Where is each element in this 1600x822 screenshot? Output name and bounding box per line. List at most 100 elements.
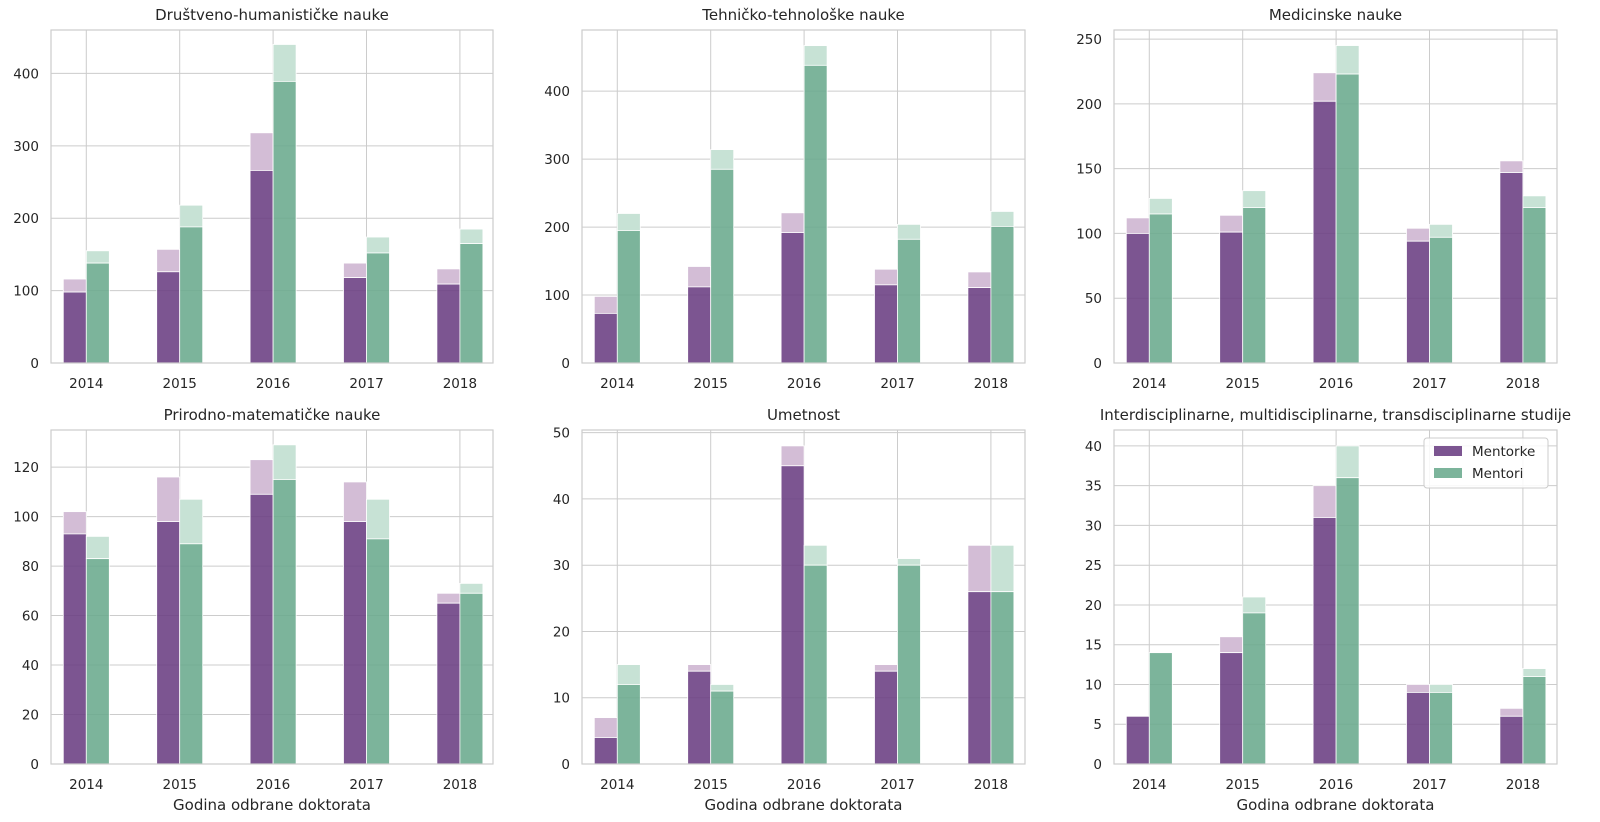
- x-tick-label: 2016: [1319, 777, 1353, 793]
- bar-mentori-upper: [616, 213, 641, 231]
- y-tick-label: 35: [1085, 479, 1102, 495]
- axes-frame: [581, 29, 1026, 364]
- bar-mentori: [1335, 73, 1360, 364]
- y-tick-label: 100: [13, 284, 39, 300]
- legend-swatch-mentorke: [1434, 446, 1462, 456]
- bar-mentori-upper: [1522, 195, 1547, 208]
- bar-mentori-upper: [710, 684, 735, 692]
- bar-mentori-upper: [272, 44, 297, 82]
- bar-mentori: [1429, 236, 1453, 364]
- bar-mentorke: [874, 670, 898, 765]
- bar-mentorke: [593, 312, 618, 364]
- x-tick-label: 2018: [974, 376, 1008, 392]
- x-tick-label: 2015: [1226, 777, 1260, 793]
- panel-3: 0 50 100 150 200 250 2014 2015 2016 2017 2018 Medic…: [1076, 6, 1558, 392]
- bar-mentori: [990, 591, 1015, 765]
- y-tick-label: 150: [1076, 162, 1102, 178]
- y-tick-label: 40: [553, 492, 570, 508]
- bar-mentorke: [967, 591, 992, 765]
- x-tick-label: 2018: [443, 777, 477, 793]
- bar-mentorke-upper: [874, 268, 898, 286]
- legend: Mentorke Mentori: [1423, 437, 1549, 489]
- panel-title: Umetnost: [767, 406, 840, 424]
- bar-mentorke: [780, 465, 805, 765]
- bar-mentori: [85, 558, 110, 765]
- bar-mentori: [85, 262, 110, 364]
- bar-mentori: [897, 238, 921, 364]
- bar-mentorke: [1499, 172, 1524, 364]
- legend-label: Mentori: [1472, 466, 1523, 482]
- x-tick-label: 2017: [1412, 376, 1446, 392]
- x-axis-label: Godina odbrane doktorata: [173, 796, 371, 814]
- y-tick-label: 15: [1085, 638, 1102, 654]
- panel-title: Društveno-humanističke nauke: [155, 6, 389, 24]
- bar-mentori-upper: [1522, 668, 1547, 677]
- y-tick-label: 300: [13, 139, 39, 155]
- x-tick-label: 2016: [256, 376, 290, 392]
- bar-mentori: [616, 684, 641, 765]
- bar-mentorke-upper: [593, 717, 618, 738]
- y-tick-label: 5: [1093, 717, 1102, 733]
- bar-mentorke: [62, 291, 87, 364]
- x-tick-label: 2015: [163, 777, 197, 793]
- bar-mentorke: [436, 283, 461, 364]
- bar-mentorke: [967, 287, 992, 364]
- y-tick-label: 40: [1085, 439, 1102, 455]
- x-axis-label: Godina odbrane doktorata: [705, 796, 903, 814]
- axes-frame: [50, 429, 494, 765]
- bar-mentorke: [687, 286, 712, 364]
- bar-mentori: [1335, 477, 1360, 765]
- y-tick-label: 0: [561, 356, 570, 372]
- bar-mentori-upper: [803, 544, 828, 566]
- y-tick-label: 20: [1085, 598, 1102, 614]
- bar-mentori-upper: [710, 149, 735, 170]
- bar-mentorke: [343, 277, 367, 364]
- bar-mentorke-upper: [1219, 636, 1244, 654]
- y-tick-label: 250: [1076, 32, 1102, 48]
- bar-mentori-upper: [366, 236, 390, 254]
- bar-mentori-upper: [366, 498, 390, 540]
- y-tick-label: 20: [553, 624, 570, 640]
- y-tick-label: 120: [13, 460, 39, 476]
- y-tick-label: 0: [1093, 356, 1102, 372]
- bar-mentori: [272, 80, 297, 364]
- bar-mentorke-upper: [967, 544, 992, 593]
- bar-mentorke-upper: [1406, 227, 1430, 242]
- y-tick-label: 10: [1085, 677, 1102, 693]
- bar-mentorke-upper: [1499, 160, 1524, 173]
- legend-label: Mentorke: [1472, 444, 1535, 460]
- bar-mentorke-upper: [1312, 485, 1337, 518]
- bar-mentorke: [593, 737, 618, 765]
- y-tick-label: 80: [22, 559, 39, 575]
- y-tick-label: 60: [22, 609, 39, 625]
- bar-mentori-upper: [897, 223, 921, 240]
- y-tick-label: 0: [30, 356, 39, 372]
- bar-mentori-upper: [1242, 190, 1267, 208]
- bar-mentori-upper: [897, 558, 921, 566]
- bar-mentorke: [1219, 231, 1244, 364]
- bar-mentori-upper: [1335, 445, 1360, 479]
- y-tick-label: 30: [1085, 518, 1102, 534]
- bar-mentori-upper: [1335, 45, 1360, 75]
- bar-mentori-upper: [459, 228, 484, 244]
- bar-mentorke-upper: [62, 511, 87, 535]
- bar-mentorke: [1312, 517, 1337, 765]
- bar-mentori: [1242, 207, 1267, 364]
- x-tick-label: 2017: [880, 376, 914, 392]
- bar-mentorke: [1312, 100, 1337, 364]
- panel-title: Prirodno-matematičke nauke: [164, 406, 381, 424]
- bar-mentorke: [1499, 715, 1524, 765]
- x-tick-label: 2017: [880, 777, 914, 793]
- x-tick-label: 2017: [349, 777, 383, 793]
- x-tick-label: 2017: [349, 376, 383, 392]
- x-tick-label: 2016: [787, 376, 821, 392]
- y-tick-label: 200: [544, 220, 570, 236]
- y-tick-label: 100: [544, 288, 570, 304]
- y-tick-label: 300: [544, 152, 570, 168]
- bar-mentori: [710, 690, 735, 765]
- x-tick-label: 2018: [1506, 376, 1540, 392]
- y-tick-label: 0: [561, 757, 570, 773]
- x-tick-label: 2015: [163, 376, 197, 392]
- bar-mentorke-upper: [249, 459, 274, 495]
